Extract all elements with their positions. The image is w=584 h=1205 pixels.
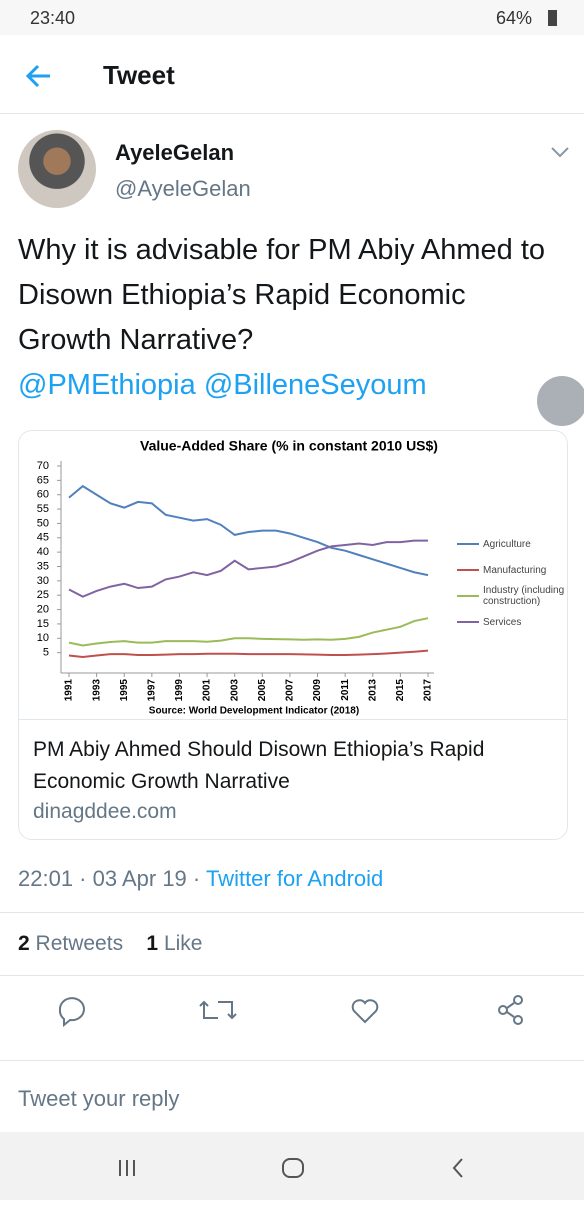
y-tick-label: 65 — [37, 474, 49, 486]
y-tick-label: 5 — [43, 647, 49, 659]
legend-label: Agriculture — [483, 538, 531, 550]
x-tick-label: 2015 — [395, 679, 406, 702]
legend-label: Services — [483, 616, 522, 628]
card-domain: dinagddee.com — [33, 800, 177, 823]
x-tick-label: 1997 — [146, 679, 157, 702]
y-tick-label: 70 — [37, 460, 49, 472]
retweet-button[interactable] — [199, 1000, 237, 1020]
battery: 64% — [496, 8, 533, 28]
y-tick-label: 60 — [37, 489, 49, 501]
source[interactable]: Twitter for Android — [205, 866, 384, 891]
timestamp-text: 22:01 · 03 Apr 19 · — [18, 866, 201, 891]
x-tick-label: 1999 — [174, 679, 185, 702]
x-tick-label: 2009 — [312, 679, 323, 702]
mention[interactable]: @BilleneSeyoum — [203, 369, 427, 401]
nav-bar — [0, 1132, 584, 1200]
share-button[interactable] — [498, 995, 523, 1025]
legend-item: Services — [457, 609, 565, 635]
x-tick-label: 2017 — [423, 679, 434, 702]
time: 23:40 — [30, 8, 76, 28]
user-handle[interactable]: @AyeleGelan — [115, 176, 251, 201]
legend-swatch — [457, 543, 479, 545]
stats: 2 Retweets 1 Like — [18, 932, 202, 956]
like-button[interactable] — [351, 999, 379, 1024]
legend-swatch — [457, 569, 479, 571]
x-tick-label: 2005 — [257, 679, 268, 702]
series-line — [68, 484, 429, 577]
legend-swatch — [457, 595, 479, 597]
chart: Value-Added Share (% in constant 2010 US… — [37, 438, 438, 717]
avatar[interactable] — [18, 130, 96, 208]
divider — [19, 719, 567, 720]
legend-label: Industry (including construction) — [483, 585, 565, 607]
y-tick-label: 40 — [37, 546, 49, 558]
series-line — [68, 617, 429, 647]
x-tick-label: 2013 — [367, 679, 378, 702]
x-tick-label: 2011 — [340, 679, 351, 701]
x-tick-label: 1995 — [119, 679, 130, 702]
x-tick-label: 2001 — [202, 679, 213, 702]
nav-icons — [119, 1158, 463, 1178]
recents[interactable] — [119, 1160, 135, 1176]
divider — [0, 1060, 584, 1061]
reply-button[interactable] — [58, 997, 85, 1028]
legend-item: Manufacturing — [457, 557, 565, 583]
chart-source: Source: World Development Indicator (201… — [149, 706, 359, 717]
timestamp: 22:01 · 03 Apr 19 · Twitter for Android — [18, 866, 383, 892]
x-tick-label: 2007 — [285, 679, 296, 702]
legend-label: Manufacturing — [483, 564, 547, 576]
y-tick-label: 25 — [37, 589, 49, 601]
y-tick-label: 50 — [37, 517, 49, 529]
back-button[interactable] — [22, 60, 54, 92]
divider — [0, 912, 584, 913]
y-tick-label: 35 — [37, 560, 49, 572]
x-tick-label: 1993 — [91, 679, 102, 702]
y-tick-label: 30 — [37, 575, 49, 587]
link-card[interactable]: Value-Added Share (% in constant 2010 US… — [18, 430, 568, 840]
chart-title: Value-Added Share (% in constant 2010 US… — [140, 438, 438, 454]
series-line — [68, 649, 429, 658]
x-tick-label: 1991 — [64, 679, 75, 702]
series-line — [68, 539, 428, 598]
y-tick-label: 45 — [37, 532, 49, 544]
legend-item: Agriculture — [457, 531, 565, 557]
divider — [0, 975, 584, 976]
legend-item: Industry (including construction) — [457, 583, 565, 609]
retweet-label[interactable]: Retweets — [35, 932, 124, 955]
menu-caret[interactable] — [550, 145, 570, 159]
header-title: Tweet — [103, 60, 175, 90]
y-tick-label: 15 — [37, 618, 49, 630]
battery-icon — [548, 10, 557, 26]
like-count[interactable]: 1 — [146, 932, 159, 955]
y-tick-label: 55 — [37, 503, 49, 515]
status-bar: 23:40 64% — [0, 0, 584, 35]
action-bar — [58, 995, 523, 1028]
home[interactable] — [282, 1158, 304, 1178]
compose-button[interactable] — [537, 376, 584, 426]
tweet-text: Why it is advisable for PM Abiy Ahmed to… — [18, 228, 558, 408]
retweet-count[interactable]: 2 — [18, 932, 30, 955]
legend: Agriculture Manufacturing Industry (includ… — [457, 531, 565, 635]
y-tick-label: 10 — [37, 632, 49, 644]
back[interactable] — [452, 1158, 463, 1178]
x-tick-label: 2003 — [229, 679, 240, 702]
legend-swatch — [457, 621, 479, 623]
like-label[interactable]: Like — [163, 932, 203, 955]
tweet-body: Why it is advisable for PM Abiy Ahmed to… — [18, 234, 546, 356]
user-name[interactable]: AyeleGelan — [115, 140, 235, 165]
card-title: PM Abiy Ahmed Should Disown Ethiopia’s R… — [33, 738, 485, 793]
reply-input[interactable]: Tweet your reply — [18, 1086, 180, 1111]
y-tick-label: 20 — [37, 603, 49, 615]
divider — [0, 113, 584, 114]
mention[interactable]: @PMEthiopia — [18, 369, 196, 401]
